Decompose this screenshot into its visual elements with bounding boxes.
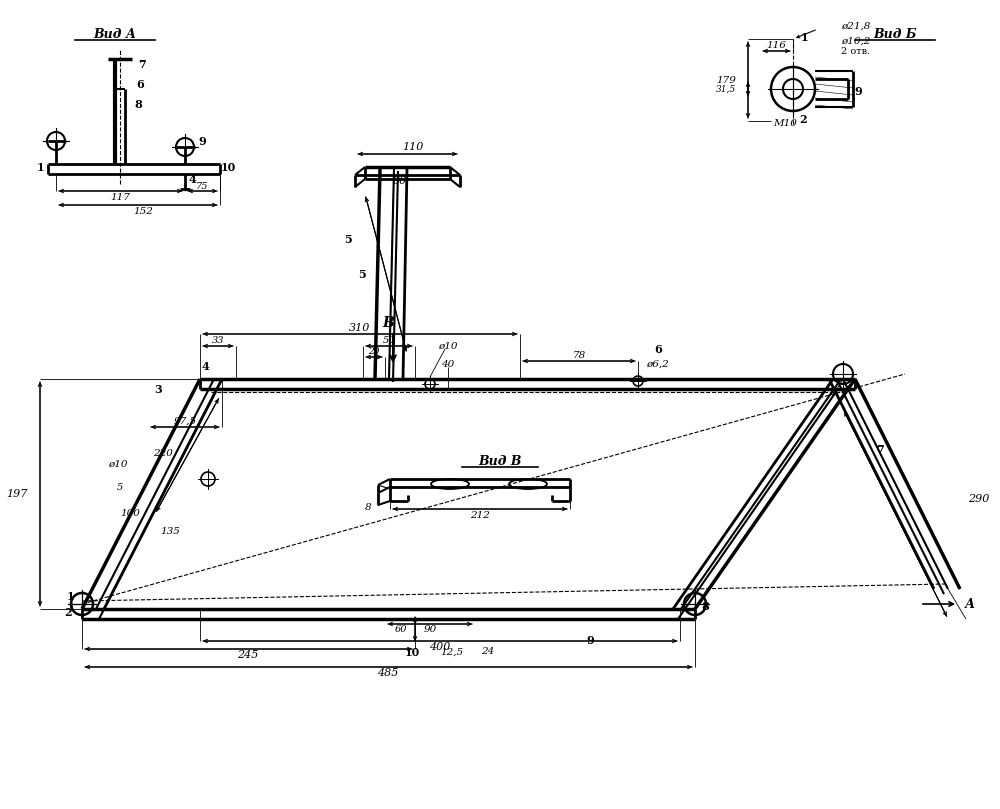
- Text: ø21,8: ø21,8: [841, 22, 870, 31]
- Text: 60: 60: [394, 625, 407, 633]
- Text: Вид А: Вид А: [94, 28, 136, 40]
- Text: 4: 4: [188, 173, 196, 184]
- Text: 50: 50: [383, 336, 395, 345]
- Text: 1: 1: [69, 603, 75, 612]
- Text: 10: 10: [404, 646, 420, 658]
- Text: Вид В: Вид В: [478, 455, 522, 468]
- Text: 10: 10: [220, 162, 236, 172]
- Text: ø10: ø10: [438, 341, 458, 350]
- Text: 197: 197: [7, 489, 28, 499]
- Text: 400: 400: [429, 642, 451, 652]
- Text: 485: 485: [377, 668, 399, 678]
- Text: 117: 117: [111, 193, 130, 201]
- Text: 7: 7: [876, 443, 884, 455]
- Text: 31,5: 31,5: [716, 84, 736, 94]
- Text: 179: 179: [716, 75, 736, 84]
- Text: ø10: ø10: [108, 460, 128, 468]
- Text: 2: 2: [64, 608, 72, 619]
- Text: 8: 8: [134, 99, 142, 109]
- Text: 90: 90: [393, 176, 407, 186]
- Text: 9: 9: [854, 86, 862, 96]
- Text: 97,5: 97,5: [173, 417, 197, 426]
- Text: 5: 5: [117, 482, 123, 492]
- Text: 152: 152: [133, 206, 153, 215]
- Text: Вид Б: Вид Б: [873, 28, 917, 40]
- Text: 135: 135: [160, 527, 180, 536]
- Text: 24: 24: [481, 647, 495, 656]
- Text: 9: 9: [586, 636, 594, 646]
- Text: 290: 290: [968, 494, 989, 504]
- Text: 3: 3: [154, 383, 162, 395]
- Text: В: В: [382, 316, 394, 330]
- Text: 1: 1: [801, 32, 809, 43]
- Text: ø10,2: ø10,2: [841, 36, 870, 45]
- Text: 2 отв.: 2 отв.: [841, 46, 870, 56]
- Text: 100: 100: [120, 510, 140, 519]
- Text: 75: 75: [196, 181, 209, 190]
- Text: 5: 5: [344, 234, 352, 244]
- Text: 1: 1: [66, 591, 74, 603]
- Text: 116: 116: [766, 40, 786, 49]
- Text: 310: 310: [349, 323, 371, 333]
- Text: 6: 6: [654, 344, 662, 354]
- Text: 2: 2: [799, 113, 807, 125]
- Text: 90: 90: [423, 625, 437, 633]
- Text: 5: 5: [358, 269, 366, 279]
- Text: 212: 212: [470, 510, 490, 519]
- Text: 7: 7: [138, 58, 146, 70]
- Text: 12,5: 12,5: [440, 647, 464, 656]
- Text: 245: 245: [237, 650, 259, 660]
- Text: 1: 1: [36, 162, 44, 172]
- Text: 9: 9: [198, 135, 206, 146]
- Text: 6: 6: [136, 78, 144, 90]
- Text: А: А: [965, 598, 975, 611]
- Text: 8: 8: [701, 602, 709, 612]
- Text: 40: 40: [441, 359, 455, 369]
- Text: 110: 110: [402, 142, 423, 152]
- Text: 220: 220: [153, 448, 173, 458]
- Text: 4: 4: [201, 361, 209, 371]
- Text: 33: 33: [212, 336, 224, 345]
- Text: 78: 78: [572, 350, 586, 359]
- Text: ø6,2: ø6,2: [647, 359, 669, 369]
- Text: 20: 20: [368, 346, 380, 355]
- Text: 8: 8: [365, 502, 371, 511]
- Text: М10: М10: [773, 118, 797, 128]
